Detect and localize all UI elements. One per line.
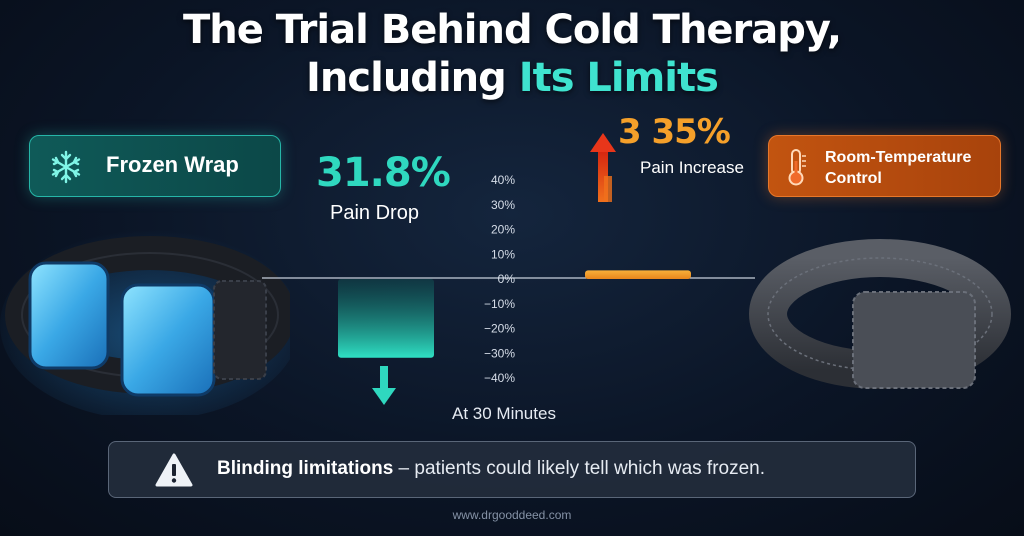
limitations-callout: Blinding limitations – patients could li… bbox=[108, 441, 916, 498]
y-axis: 40% 30% 20% 10% 0% −10% −20% −30% −40% bbox=[484, 173, 515, 385]
limitations-bold: Blinding limitations bbox=[217, 458, 394, 479]
room-temperature-badge: Room-Temperature Control bbox=[768, 135, 1001, 197]
frozen-stat-value: 31.8% bbox=[316, 150, 451, 196]
up-arrow-icon bbox=[590, 133, 616, 202]
y-tick-label: 0% bbox=[498, 272, 516, 286]
limitations-text: Blinding limitations – patients could li… bbox=[217, 458, 765, 480]
title-line-2: Including Its Limits bbox=[0, 54, 1024, 102]
bars bbox=[338, 270, 691, 358]
title-line-2-prefix: Including bbox=[306, 55, 519, 101]
y-tick-label: −10% bbox=[484, 297, 515, 311]
frozen-wrap-badge: Frozen Wrap bbox=[29, 135, 281, 197]
room-label-line-2: Control bbox=[825, 170, 882, 187]
bar-frozen-wrap bbox=[338, 279, 434, 358]
y-tick-label: 20% bbox=[491, 223, 515, 237]
y-tick-label: −30% bbox=[484, 346, 515, 360]
room-stat-value: 3 35% bbox=[618, 112, 731, 152]
y-tick-label: 40% bbox=[491, 173, 515, 187]
x-axis-label: At 30 Minutes bbox=[452, 404, 556, 423]
y-tick-label: 30% bbox=[491, 198, 515, 212]
frozen-stat-label: Pain Drop bbox=[330, 202, 419, 224]
frozen-wrap-label: Frozen Wrap bbox=[106, 152, 239, 177]
frozen-wrap-image bbox=[0, 230, 290, 415]
room-temperature-label: Room-Temperature Control bbox=[825, 147, 971, 189]
thermometer-icon bbox=[788, 149, 806, 186]
title-line-1: The Trial Behind Cold Therapy, bbox=[182, 7, 842, 53]
y-tick-label: −40% bbox=[484, 371, 515, 385]
page-title: The Trial Behind Cold Therapy, Including… bbox=[0, 6, 1024, 102]
title-accent: Its Limits bbox=[518, 55, 719, 101]
room-label-line-1: Room-Temperature bbox=[825, 149, 972, 166]
y-tick-label: −20% bbox=[484, 322, 515, 336]
bar-room-temperature bbox=[585, 270, 691, 279]
footer-url: www.drgooddeed.com bbox=[452, 508, 572, 522]
down-arrow-icon bbox=[372, 366, 396, 405]
limitations-rest: – patients could likely tell which was f… bbox=[393, 458, 766, 479]
room-stat-label: Pain Increase bbox=[640, 158, 744, 177]
warning-icon bbox=[155, 453, 193, 487]
y-tick-label: 10% bbox=[491, 247, 515, 261]
snowflake-icon bbox=[51, 150, 81, 184]
room-temperature-wrap-image bbox=[749, 239, 1011, 389]
